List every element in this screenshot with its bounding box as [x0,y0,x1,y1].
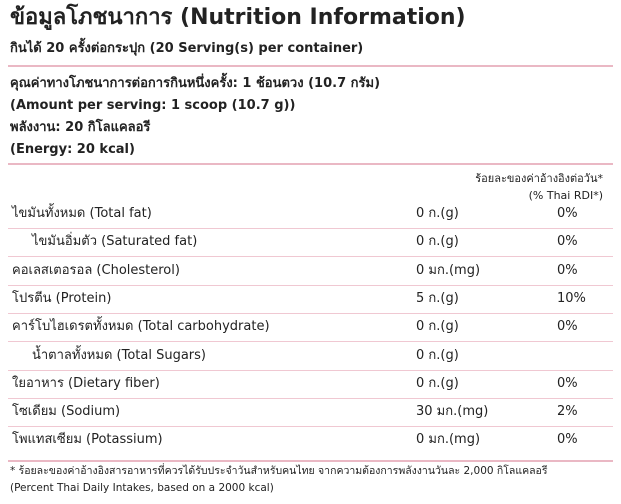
nutrient-amount: 0 ก.(g) [416,347,459,363]
nutrient-rdi: 0% [557,234,578,250]
nutrient-name: โพแทสเซียม (Potassium) [12,432,163,448]
footnote: (Percent Thai Daily Intakes, based on a … [10,482,274,494]
serving-line: (Energy: 20 kcal) [10,142,135,157]
nutrient-amount: 0 ก.(g) [416,319,459,335]
serving-line: พลังงาน: 20 กิโลแคลอรี [10,120,151,135]
nutrient-rdi: 0% [557,206,578,221]
nutrient-amount: 5 ก.(g) [416,290,459,306]
row-divider [8,256,613,258]
divider [8,460,613,462]
nutrient-name: ไขมันอิ่มตัว (Saturated fat) [32,234,198,250]
nutrient-amount: 0 ก.(g) [416,375,459,391]
nutrient-amount: 0 มก.(mg) [416,262,481,278]
nutrient-name: ไขมันทั้งหมด (Total fat) [12,206,152,221]
nutrient-name: โซเดียม (Sodium) [12,404,121,420]
nutrient-name: คอเลสเตอรอล (Cholesterol) [12,262,180,278]
row-divider [8,426,613,428]
nutrient-name: ใยอาหาร (Dietary fiber) [12,375,160,391]
nutrient-rdi: 0% [557,432,578,448]
divider [8,163,613,165]
serving-line: คุณค่าทางโภชนาการต่อการกินหนึ่งครั้ง: 1 … [10,76,381,91]
nutrient-rdi: 0% [557,262,578,278]
serving-line: (Amount per serving: 1 scoop (10.7 g)) [10,98,296,113]
title: ข้อมูลโภชนาการ (Nutrition Information) [10,5,466,30]
nutrient-name: น้ำตาลทั้งหมด (Total Sugars) [32,347,206,363]
nutrient-rdi: 0% [557,319,578,335]
nutrient-amount: 0 ก.(g) [416,234,459,250]
row-divider [8,341,613,343]
footnote: * ร้อยละของค่าอ้างอิงสารอาหารที่ควรได้รั… [10,465,548,477]
subtitle: กินได้ 20 ครั้งต่อกระปุก (20 Serving(s) … [10,41,364,56]
column-header: ร้อยละของค่าอ้างอิงต่อวัน* [475,172,603,185]
nutrient-rdi: 0% [557,375,578,391]
nutrient-amount: 0 มก.(mg) [416,432,481,448]
row-divider [8,284,613,286]
nutrient-rdi: 10% [557,290,586,306]
nutrient-rdi: 2% [557,404,578,420]
row-divider [8,312,613,314]
nutrient-amount: 30 มก.(mg) [416,404,489,420]
nutrient-amount: 0 ก.(g) [416,206,459,221]
row-divider [8,369,613,371]
row-divider [8,228,613,229]
divider [8,65,613,67]
row-divider [8,397,613,399]
column-header: (% Thai RDI*) [528,189,603,202]
nutrient-name: โปรตีน (Protein) [12,290,112,306]
nutrient-name: คาร์โบไฮเดรตทั้งหมด (Total carbohydrate) [12,319,270,335]
